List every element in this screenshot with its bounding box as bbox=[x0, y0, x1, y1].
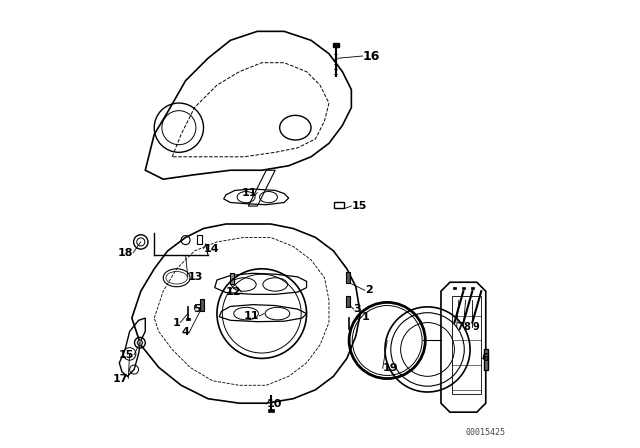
Text: 7: 7 bbox=[457, 322, 463, 332]
Text: 5: 5 bbox=[194, 304, 202, 314]
Text: 19: 19 bbox=[383, 363, 398, 373]
Text: 16: 16 bbox=[362, 49, 380, 63]
Bar bbox=[484, 349, 488, 370]
Circle shape bbox=[137, 340, 143, 345]
Text: 6: 6 bbox=[481, 353, 489, 363]
Text: 4: 4 bbox=[181, 327, 189, 337]
Text: 9: 9 bbox=[472, 322, 479, 332]
Text: 8: 8 bbox=[463, 322, 470, 332]
Bar bbox=[452, 287, 456, 289]
Text: 1: 1 bbox=[361, 312, 369, 322]
Bar bbox=[186, 318, 190, 320]
Text: 15: 15 bbox=[118, 350, 134, 360]
Text: 2: 2 bbox=[365, 285, 372, 295]
Text: 00015425: 00015425 bbox=[466, 428, 506, 437]
Text: 10: 10 bbox=[266, 399, 282, 409]
Text: 18: 18 bbox=[118, 248, 133, 258]
Text: 1: 1 bbox=[172, 318, 180, 327]
Bar bbox=[346, 296, 350, 307]
Bar bbox=[200, 299, 204, 311]
Bar bbox=[461, 287, 465, 289]
Bar bbox=[452, 296, 481, 394]
Text: 13: 13 bbox=[188, 272, 204, 282]
Bar bbox=[197, 235, 202, 244]
Text: 14: 14 bbox=[204, 244, 219, 254]
Text: 11: 11 bbox=[244, 311, 260, 321]
Text: 12: 12 bbox=[226, 287, 242, 297]
Bar bbox=[268, 409, 274, 412]
Text: 11: 11 bbox=[242, 188, 257, 198]
Bar bbox=[333, 43, 339, 47]
Bar bbox=[470, 287, 474, 289]
Bar bbox=[334, 202, 344, 208]
Text: 15: 15 bbox=[351, 201, 367, 211]
Bar bbox=[346, 272, 350, 283]
Text: 3: 3 bbox=[353, 304, 361, 314]
Bar bbox=[230, 273, 234, 284]
Text: 17: 17 bbox=[113, 374, 128, 383]
